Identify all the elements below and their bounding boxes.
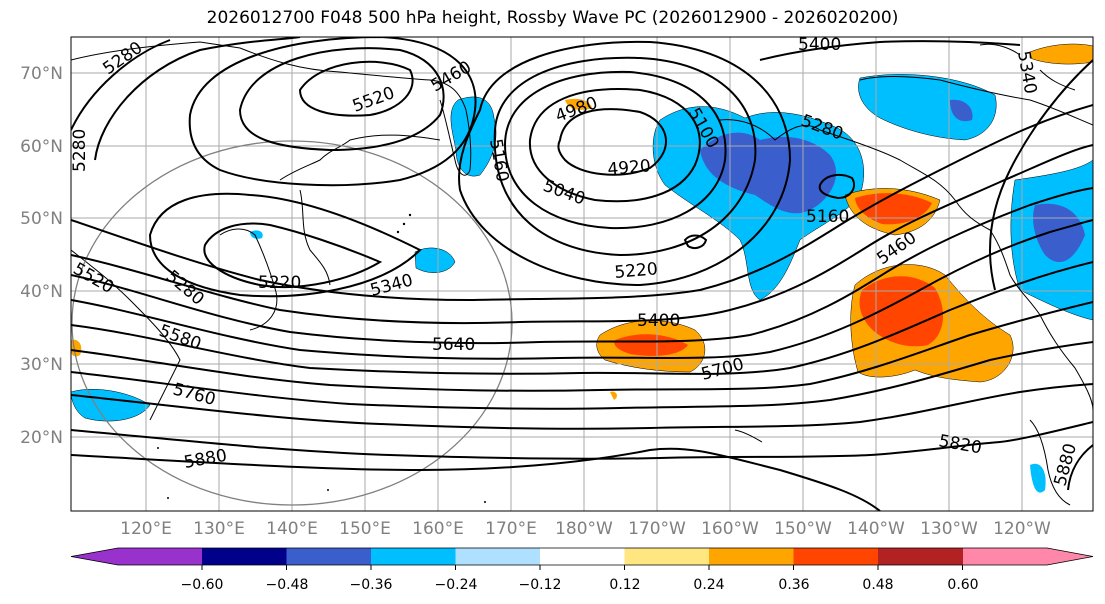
contour-label: 5160 [806,207,849,227]
colorbar-tick-label: 0.12 [609,577,640,593]
lon-label: 160°E [412,519,464,539]
lat-label: 40°N [20,282,63,302]
colorbar: −0.60 −0.48 −0.36 −0.24 −0.12 0.12 0.24 … [70,547,1094,593]
contour-label: 5400 [798,35,841,55]
colorbar-tick-label: 0.60 [947,577,978,593]
colorbar-tick-label: −0.36 [350,577,393,593]
colorbar-ticks [201,565,963,570]
lat-label: 70°N [20,64,63,84]
positive-shade-bering [565,98,592,110]
colorbar-outline [70,547,1094,566]
positive-shade-small [610,391,617,400]
negative-shade-midpacific [414,247,456,273]
map-border [70,36,1094,512]
gridlines [71,37,1093,511]
colorbar-segment [286,548,372,565]
height-contours [71,37,1093,511]
colorbar-tick-label: 0.48 [862,577,893,593]
lat-label: 50°N [20,209,63,229]
colorbar-segment [793,548,879,565]
lon-label: 170°E [485,519,537,539]
longitude-labels: 120°E 130°E 140°E 150°E 160°E 170°E 180°… [120,519,1051,539]
lat-label: 20°N [20,428,63,448]
contour-label: 5400 [637,311,680,331]
lon-label: 170°W [628,519,686,539]
colorbar-tick-label: −0.48 [266,577,309,593]
strong-positive-shade-gulf-alaska [855,193,932,225]
negative-shade-mexico [1030,463,1046,493]
colorbar-segment [624,548,710,565]
lon-label: 140°W [847,519,905,539]
lon-label: 120°W [993,519,1051,539]
colorbar-segments [70,547,1094,566]
colorbar-tick-labels: −0.60 −0.48 −0.36 −0.24 −0.12 0.12 0.24 … [181,577,979,593]
contour-label: 5280 [70,129,90,172]
negative-shade-alaska [858,74,997,141]
colorbar-segment [202,548,287,565]
colorbar-tick-label: 0.24 [693,577,724,593]
strong-negative-shade-gulf [700,132,837,214]
latitude-labels: 70°N 60°N 50°N 40°N 30°N 20°N [20,64,63,448]
lat-label: 30°N [20,355,63,375]
colorbar-segment [118,548,202,565]
lon-label: 150°E [339,519,391,539]
anomaly-shading [71,43,1093,493]
colorbar-segment [963,548,1047,565]
lon-label: 140°E [266,519,318,539]
colorbar-segment [540,548,625,565]
colorbar-segment [878,548,963,565]
colorbar-tick-label: 0.36 [778,577,809,593]
island-dots [157,213,486,503]
strong-positive-shade-subtropical [614,334,688,356]
lon-label: 150°W [774,519,832,539]
lon-label: 130°E [193,519,245,539]
negative-shade-japan [250,230,263,239]
lon-label: 180°W [555,519,613,539]
positive-shade-arctic [1029,43,1093,65]
contour-label: 5640 [432,335,475,355]
strong-negative-shade-alaska [950,99,973,122]
colorbar-tick-label: −0.12 [519,577,562,593]
colorbar-extend-min [71,548,118,565]
colorbar-tick-label: −0.60 [181,577,224,593]
colorbar-tick-label: −0.24 [435,577,478,593]
map-title: 2026012700 F048 500 hPa height, Rossby W… [206,8,899,28]
colorbar-segment [371,548,456,565]
lon-label: 130°W [920,519,978,539]
contour-label: 5220 [614,259,659,283]
coastlines [71,41,1093,506]
lon-label: 120°E [120,519,172,539]
lat-label: 60°N [20,137,63,157]
colorbar-extend-max [1047,548,1093,565]
strong-positive-shade-east-pacific [859,276,944,347]
contour-label: 4920 [607,156,652,180]
colorbar-segment [455,548,541,565]
lon-label: 160°W [701,519,759,539]
colorbar-segment [709,548,794,565]
contour-label: 5220 [258,273,301,293]
